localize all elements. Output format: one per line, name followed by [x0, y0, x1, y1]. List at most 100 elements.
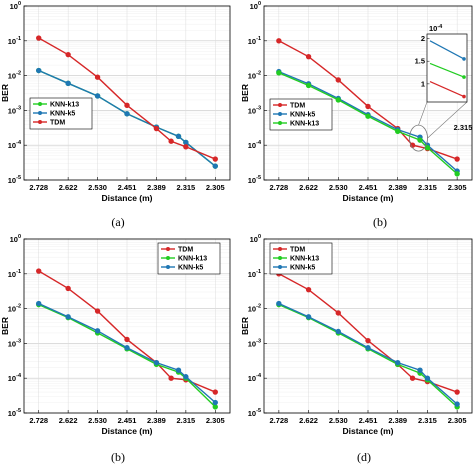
caption: (a)	[111, 215, 124, 229]
y-axis-label: BER	[240, 84, 250, 102]
x-tick-label: 2.622	[59, 183, 78, 192]
data-point	[212, 399, 218, 406]
data-point	[335, 310, 341, 316]
data-point	[305, 314, 312, 320]
zoom-connector	[418, 101, 428, 126]
data-point	[65, 80, 71, 87]
legend-label: KNN-k5	[50, 111, 75, 118]
data-point	[276, 38, 282, 44]
y-tick-label: 10-1	[248, 269, 261, 279]
y-tick-label: 100	[250, 1, 261, 11]
data-point	[65, 314, 71, 320]
y-tick-label: 10-4	[248, 373, 262, 383]
inset-series-line	[429, 40, 465, 60]
legend-swatch-marker	[38, 102, 42, 106]
inset-x-tick-label: 2.315	[454, 123, 473, 132]
inset-data-point	[462, 57, 466, 61]
legend-label: KNN-k5	[290, 112, 315, 119]
x-tick-label: 2.622	[299, 183, 318, 192]
x-axis-label: Distance (m)	[342, 193, 393, 203]
legend-swatch-marker	[166, 256, 170, 260]
legend-swatch-marker	[38, 111, 42, 115]
data-point	[409, 375, 416, 381]
x-tick-label: 2.728	[269, 416, 288, 425]
data-point	[124, 111, 130, 117]
x-tick-label: 2.305	[206, 183, 225, 192]
y-tick-label: 100	[10, 1, 21, 11]
panel-b-top: 10-5 10-4 10-3 10-2 10-1 100 2.728 2.622 2.530 2.…	[240, 1, 473, 229]
x-tick-label: 2.305	[448, 183, 467, 192]
x-tick-label: 2.315	[418, 183, 437, 192]
data-point	[424, 375, 431, 381]
x-tick-label: 2.451	[118, 416, 137, 425]
panel-d: 10-5 10-4 10-3 10-2 10-1 100 2.728 2.622 2.530 2.…	[240, 234, 473, 464]
data-point	[424, 144, 431, 151]
legend-swatch-marker	[38, 120, 42, 124]
y-tick-label: 10-5	[248, 408, 261, 418]
data-point	[276, 70, 282, 76]
y-tick-label: 100	[10, 234, 21, 244]
panel-b-bottom: 10-5 10-4 10-3 10-2 10-1 100 2.728 2.622 2.530 2.…	[0, 234, 231, 464]
y-tick-label: 10-3	[248, 338, 261, 348]
data-point	[454, 389, 460, 395]
x-tick-label: 2.451	[118, 183, 137, 192]
inset-data-point	[462, 94, 466, 99]
data-point	[65, 285, 71, 292]
x-tick-label: 2.530	[88, 183, 107, 192]
y-tick-label: 10-1	[248, 36, 261, 46]
legend-label: KNN-k13	[178, 256, 207, 263]
x-axis-label: Distance (m)	[101, 193, 152, 203]
y-axis-label: BER	[0, 84, 10, 102]
y-tick-label: 10-1	[8, 36, 21, 46]
x-tick-label: 2.728	[29, 416, 48, 425]
legend-swatch-marker	[166, 265, 170, 269]
y-tick-label: 10-2	[8, 71, 21, 81]
data-point	[454, 171, 460, 177]
legend-swatch-marker	[278, 121, 282, 125]
data-point	[94, 308, 101, 314]
y-tick-label: 10-3	[248, 105, 261, 115]
data-point	[417, 367, 423, 373]
data-point	[183, 374, 189, 380]
inset-exponent: 10-4	[429, 24, 443, 33]
y-axis-label: BER	[0, 317, 10, 335]
data-point	[417, 137, 423, 143]
caption: (d)	[357, 450, 371, 464]
x-tick-label: 2.315	[176, 183, 195, 192]
data-point	[395, 359, 401, 366]
data-point	[65, 51, 71, 58]
x-tick-label: 2.728	[29, 183, 48, 192]
legend-swatch-marker	[278, 112, 282, 116]
legend-swatch-marker	[278, 265, 282, 269]
data-point	[94, 74, 101, 80]
y-tick-label: 10-3	[8, 338, 21, 348]
data-point	[94, 328, 101, 334]
data-point	[36, 67, 42, 74]
inset-series-line	[429, 81, 465, 98]
data-point	[124, 336, 130, 343]
y-tick-label: 10-2	[248, 71, 261, 81]
inset-y-tick-label: 1	[421, 79, 425, 88]
inset-series-line	[429, 62, 465, 78]
legend-label: KNN-k13	[50, 102, 79, 109]
y-tick-label: 10-2	[8, 304, 21, 314]
x-tick-label: 2.389	[147, 416, 166, 425]
data-point	[183, 144, 189, 150]
caption: (b)	[111, 450, 125, 464]
legend-swatch-marker	[166, 247, 170, 251]
data-point	[94, 93, 101, 99]
data-point	[212, 389, 218, 395]
x-tick-label: 2.389	[147, 183, 166, 192]
data-point	[36, 268, 42, 274]
x-tick-label: 2.389	[388, 416, 407, 425]
legend-label: TDM	[50, 120, 65, 127]
x-tick-label: 2.530	[88, 416, 107, 425]
data-point	[335, 328, 341, 335]
y-tick-label: 10-2	[248, 304, 261, 314]
inset-frame	[426, 33, 468, 103]
data-point	[168, 138, 174, 144]
y-tick-label: 10-4	[8, 140, 22, 150]
data-point	[183, 139, 189, 146]
x-tick-label: 2.530	[329, 183, 348, 192]
legend-label: TDM	[290, 103, 305, 110]
